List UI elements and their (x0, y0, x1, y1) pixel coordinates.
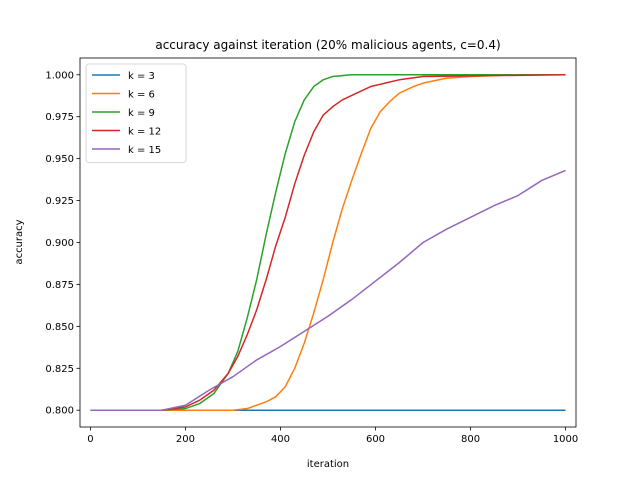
y-tick-label: 0.975 (45, 112, 74, 123)
y-tick-label: 0.950 (45, 154, 74, 165)
series-line-5 (90, 169, 566, 411)
series-line-4 (90, 74, 566, 411)
x-tick-label: 200 (176, 434, 195, 445)
x-axis-label: iteration (307, 459, 349, 470)
y-tick-label: 0.825 (45, 364, 74, 375)
y-tick-label: 0.900 (45, 238, 74, 249)
y-tick-label: 0.925 (45, 196, 74, 207)
x-tick-label: 1000 (553, 434, 578, 445)
x-tick-label: 0 (87, 434, 93, 445)
legend: k = 3 k = 6 k = 9 k = 12 k = 15 (85, 63, 187, 163)
chart-title: accuracy against iteration (20% maliciou… (155, 38, 500, 52)
x-tick-label: 800 (461, 434, 480, 445)
legend-label: k = 3 (128, 71, 155, 82)
y-tick-label: 0.875 (45, 280, 74, 291)
legend-label: k = 15 (128, 145, 161, 156)
legend-label: k = 9 (128, 108, 155, 119)
y-axis-label: accuracy (14, 219, 25, 264)
x-axis: 0 200 400 600 800 1000 (87, 427, 578, 445)
x-tick-label: 600 (366, 434, 385, 445)
legend-box (85, 63, 187, 163)
y-tick-label: 0.850 (45, 322, 74, 333)
x-tick-label: 400 (271, 434, 290, 445)
y-tick-label: 0.800 (45, 406, 74, 417)
legend-label: k = 6 (128, 90, 155, 101)
series-line-2 (90, 74, 566, 411)
y-tick-label: 1.000 (45, 70, 74, 81)
y-axis: 0.800 0.825 0.850 0.875 0.900 0.925 0.950 0.975… (45, 70, 80, 417)
series-line-3 (90, 74, 566, 411)
legend-label: k = 12 (128, 127, 161, 138)
